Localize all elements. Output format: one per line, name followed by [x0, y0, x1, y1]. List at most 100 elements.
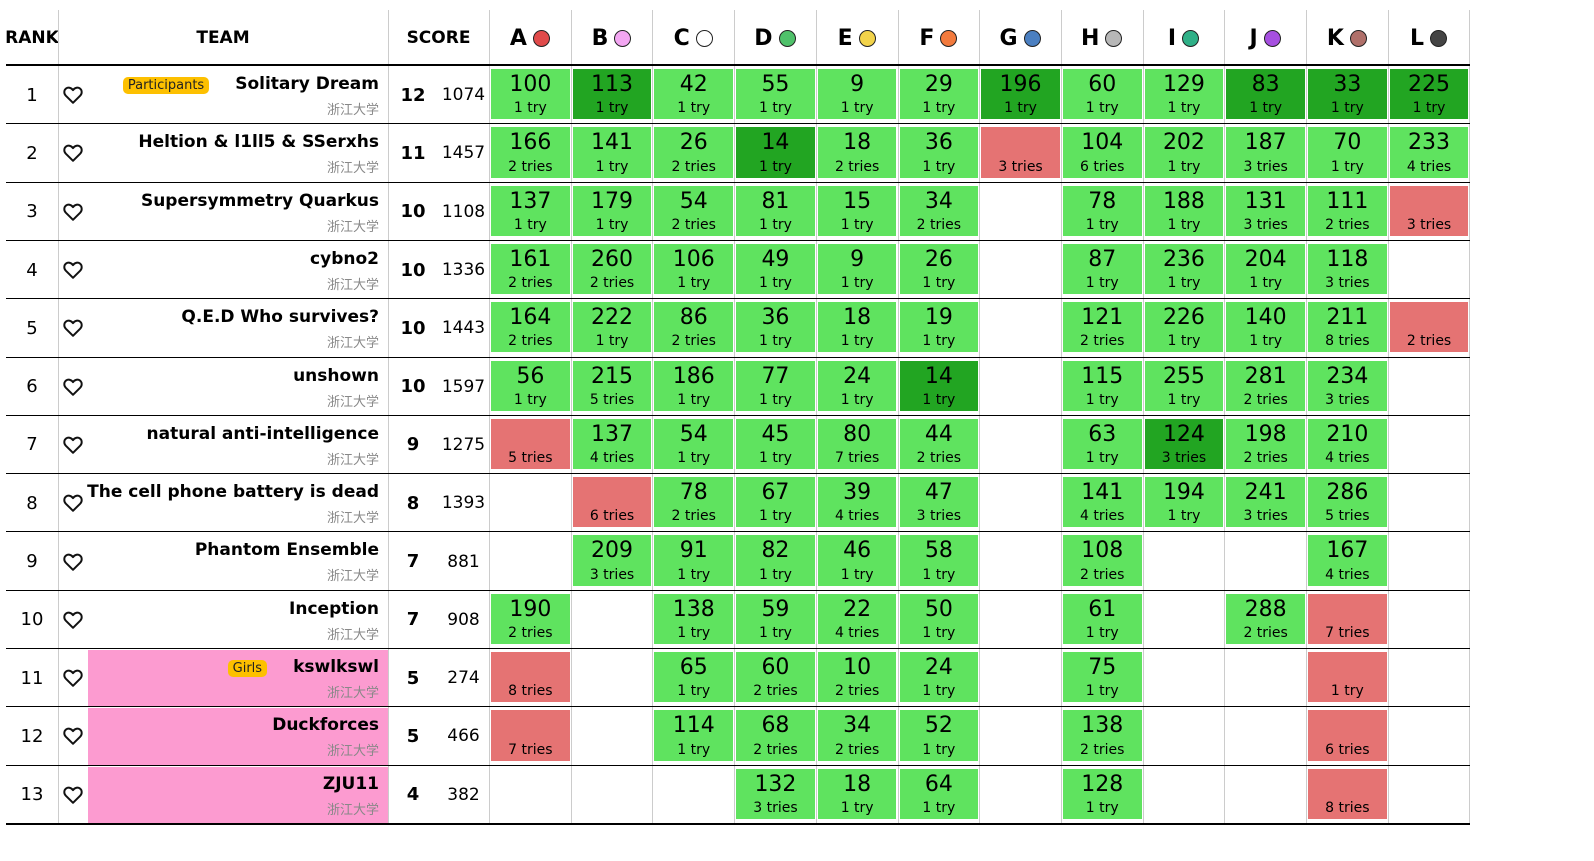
result-cell-l[interactable]: 225 1 try: [1389, 69, 1469, 120]
header-problem-b[interactable]: B: [571, 10, 653, 66]
team-cell[interactable]: The cell phone battery is dead 浙江大学: [87, 475, 388, 532]
result-cell-c[interactable]: 91 1 try: [654, 535, 734, 586]
result-cell-h[interactable]: 108 2 tries: [1062, 535, 1142, 586]
result-cell-j[interactable]: 83 1 try: [1226, 69, 1305, 120]
result-cell-i[interactable]: 236 1 try: [1144, 243, 1224, 295]
result-cell-c[interactable]: 54 1 try: [654, 418, 734, 470]
header-problem-d[interactable]: D: [734, 10, 816, 66]
result-cell-c[interactable]: 65 1 try: [654, 652, 734, 703]
result-cell-f[interactable]: 47 3 tries: [899, 477, 979, 528]
result-cell-b[interactable]: 6 tries: [572, 477, 652, 528]
result-cell-c[interactable]: 106 1 try: [654, 243, 734, 295]
header-problem-h[interactable]: H: [1061, 10, 1143, 66]
heart-outline-icon[interactable]: [58, 591, 88, 649]
team-cell[interactable]: unshown 浙江大学: [88, 359, 388, 416]
result-cell-j[interactable]: 140 1 try: [1226, 302, 1305, 353]
result-cell-d[interactable]: 36 1 try: [736, 302, 815, 353]
result-cell-h[interactable]: 61 1 try: [1062, 593, 1142, 644]
team-cell[interactable]: ZJU11 浙江大学: [88, 766, 388, 824]
result-cell-f[interactable]: 29 1 try: [899, 69, 979, 120]
result-cell-e[interactable]: 18 2 tries: [817, 127, 897, 178]
header-problem-f[interactable]: F: [898, 10, 980, 66]
result-cell-d[interactable]: 81 1 try: [736, 185, 815, 236]
team-cell[interactable]: natural anti-intelligence 浙江大学: [88, 417, 388, 474]
team-cell[interactable]: Duckforces 浙江大学: [88, 708, 388, 766]
result-cell-i[interactable]: 129 1 try: [1144, 69, 1224, 120]
header-team[interactable]: TEAM: [196, 28, 250, 48]
team-cell[interactable]: Phantom Ensemble 浙江大学: [88, 533, 388, 590]
result-cell-c[interactable]: 78 2 tries: [654, 477, 734, 528]
heart-outline-icon[interactable]: [58, 474, 88, 532]
result-cell-d[interactable]: 14 1 try: [736, 127, 815, 178]
result-cell-d[interactable]: 82 1 try: [736, 535, 815, 586]
result-cell-h[interactable]: 121 2 tries: [1062, 302, 1142, 353]
result-cell-h[interactable]: 141 4 tries: [1062, 477, 1142, 528]
header-problem-j[interactable]: J: [1224, 10, 1306, 66]
result-cell-f[interactable]: 24 1 try: [899, 652, 979, 703]
result-cell-e[interactable]: 10 2 tries: [817, 652, 897, 703]
result-cell-k[interactable]: 8 tries: [1308, 768, 1387, 819]
result-cell-i[interactable]: 202 1 try: [1144, 127, 1224, 178]
result-cell-d[interactable]: 49 1 try: [736, 243, 815, 295]
result-cell-d[interactable]: 77 1 try: [736, 360, 815, 411]
team-cell[interactable]: Solitary Dream 浙江大学 Participants: [88, 67, 388, 124]
heart-outline-icon[interactable]: [58, 649, 88, 707]
header-problem-i[interactable]: I: [1143, 10, 1225, 66]
result-cell-d[interactable]: 68 2 tries: [736, 710, 815, 761]
result-cell-f[interactable]: 52 1 try: [899, 710, 979, 761]
result-cell-c[interactable]: 26 2 tries: [654, 127, 734, 178]
result-cell-k[interactable]: 6 tries: [1308, 710, 1387, 761]
heart-outline-icon[interactable]: [58, 766, 88, 824]
result-cell-i[interactable]: 226 1 try: [1144, 302, 1224, 353]
result-cell-d[interactable]: 59 1 try: [736, 593, 815, 644]
result-cell-k[interactable]: 111 2 tries: [1308, 185, 1387, 236]
result-cell-e[interactable]: 18 1 try: [817, 768, 897, 819]
result-cell-c[interactable]: 42 1 try: [654, 69, 734, 120]
result-cell-f[interactable]: 14 1 try: [899, 360, 979, 411]
result-cell-l[interactable]: 2 tries: [1389, 302, 1469, 353]
result-cell-c[interactable]: 138 1 try: [654, 593, 734, 644]
result-cell-c[interactable]: 186 1 try: [654, 360, 734, 411]
header-problem-k[interactable]: K: [1306, 10, 1388, 66]
team-cell[interactable]: Inception 浙江大学: [88, 592, 388, 649]
result-cell-k[interactable]: 286 5 tries: [1308, 477, 1387, 528]
result-cell-b[interactable]: 209 3 tries: [572, 535, 652, 586]
result-cell-h[interactable]: 75 1 try: [1062, 652, 1142, 703]
heart-outline-icon[interactable]: [58, 299, 88, 357]
result-cell-e[interactable]: 9 1 try: [817, 243, 897, 295]
result-cell-a[interactable]: 5 tries: [491, 418, 570, 470]
team-cell[interactable]: cybno2 浙江大学: [88, 242, 388, 299]
result-cell-b[interactable]: 222 1 try: [572, 302, 652, 353]
header-problem-l[interactable]: L: [1388, 10, 1470, 66]
result-cell-j[interactable]: 204 1 try: [1226, 243, 1305, 295]
heart-outline-icon[interactable]: [58, 66, 88, 124]
result-cell-a[interactable]: 164 2 tries: [491, 302, 570, 353]
result-cell-h[interactable]: 87 1 try: [1062, 243, 1142, 295]
result-cell-d[interactable]: 45 1 try: [736, 418, 815, 470]
header-problem-a[interactable]: A: [489, 10, 571, 66]
result-cell-h[interactable]: 128 1 try: [1062, 768, 1142, 819]
result-cell-j[interactable]: 131 3 tries: [1226, 185, 1305, 236]
result-cell-b[interactable]: 113 1 try: [572, 69, 652, 120]
heart-outline-icon[interactable]: [58, 532, 88, 590]
result-cell-j[interactable]: 281 2 tries: [1226, 360, 1305, 411]
header-problem-e[interactable]: E: [816, 10, 898, 66]
result-cell-k[interactable]: 211 8 tries: [1308, 302, 1387, 353]
heart-outline-icon[interactable]: [58, 124, 88, 182]
result-cell-k[interactable]: 234 3 tries: [1308, 360, 1387, 411]
result-cell-a[interactable]: 56 1 try: [491, 360, 570, 411]
result-cell-k[interactable]: 33 1 try: [1308, 69, 1387, 120]
result-cell-i[interactable]: 194 1 try: [1144, 477, 1224, 528]
result-cell-j[interactable]: 187 3 tries: [1226, 127, 1305, 178]
heart-outline-icon[interactable]: [58, 707, 88, 765]
result-cell-a[interactable]: 166 2 tries: [491, 127, 570, 178]
result-cell-e[interactable]: 18 1 try: [817, 302, 897, 353]
header-rank[interactable]: RANK: [5, 28, 59, 48]
heart-outline-icon[interactable]: [58, 358, 88, 416]
result-cell-e[interactable]: 15 1 try: [817, 185, 897, 236]
result-cell-c[interactable]: 54 2 tries: [654, 185, 734, 236]
result-cell-k[interactable]: 210 4 tries: [1308, 418, 1387, 470]
result-cell-e[interactable]: 34 2 tries: [817, 710, 897, 761]
result-cell-e[interactable]: 24 1 try: [817, 360, 897, 411]
result-cell-a[interactable]: 137 1 try: [491, 185, 570, 236]
